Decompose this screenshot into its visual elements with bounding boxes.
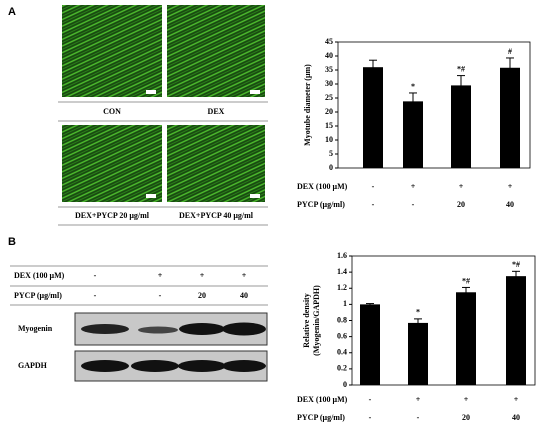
y-tick-label: 35: [325, 65, 333, 74]
y-tick-label: 0.2: [337, 364, 347, 373]
y-tick-label: 30: [325, 79, 333, 88]
condition-value: +: [459, 182, 464, 191]
bar: [363, 67, 383, 168]
condition-value: -: [369, 395, 372, 404]
band: [131, 360, 179, 372]
y-tick-label: 0.8: [337, 315, 347, 324]
caption: DEX: [208, 107, 225, 116]
condition-value: -: [159, 291, 162, 300]
band: [222, 360, 266, 372]
band: [81, 360, 129, 372]
scale-bar: [146, 194, 156, 198]
annotation: #: [508, 47, 512, 56]
condition-value: +: [200, 271, 205, 280]
y-tick-label: 0.4: [337, 348, 347, 357]
condition-value: -: [372, 182, 375, 191]
y-tick-label: 1: [343, 299, 347, 308]
condition-value: +: [411, 182, 416, 191]
condition-value: +: [464, 395, 469, 404]
condition-label: DEX (100 μM): [297, 182, 348, 191]
condition-value: -: [412, 200, 415, 209]
bar: [408, 322, 428, 385]
condition-label: DEX (100 μM): [297, 395, 348, 404]
bar: [403, 101, 423, 168]
panel-label: A: [8, 6, 16, 18]
condition-label: PYCP (μg/ml): [297, 200, 345, 209]
bar: [456, 292, 476, 385]
plot-frame: [337, 41, 531, 169]
condition-value: -: [94, 271, 97, 280]
band: [138, 326, 178, 334]
caption: CON: [103, 107, 121, 116]
bar: [360, 304, 380, 385]
y-tick-label: 5: [329, 149, 333, 158]
condition-value: +: [514, 395, 519, 404]
y-tick-label: 1.6: [337, 251, 347, 260]
band: [178, 360, 226, 372]
annotation: *#: [457, 64, 465, 73]
y-axis-label: Myotube diameter (μm): [303, 64, 312, 146]
y-tick-label: 0: [329, 163, 333, 172]
condition-label: PYCP (μg/ml): [297, 413, 345, 422]
scale-bar: [250, 90, 260, 94]
y-tick-label: 45: [325, 37, 333, 46]
condition-value: 20: [462, 413, 470, 422]
y-tick-label: 0: [343, 380, 347, 389]
micrograph: [62, 5, 162, 97]
condition-value: 40: [512, 413, 520, 422]
y-tick-label: 1.4: [337, 267, 347, 276]
annotation: *#: [512, 260, 520, 269]
scale-bar: [146, 90, 156, 94]
blot: [74, 312, 268, 382]
scale-bar: [250, 194, 260, 198]
condition-value: 20: [457, 200, 465, 209]
y-tick-label: 15: [325, 121, 333, 130]
condition-value: 40: [240, 291, 248, 300]
condition-value: -: [417, 413, 420, 422]
condition-value: +: [416, 395, 421, 404]
band-label: GAPDH: [18, 361, 48, 370]
micrographs: [62, 5, 265, 202]
caption: DEX+PYCP 40 μg/ml: [179, 211, 254, 220]
condition-value: 40: [506, 200, 514, 209]
bar: [506, 276, 526, 385]
micrograph: [167, 125, 265, 202]
band: [179, 323, 225, 335]
y-tick-label: 20: [325, 107, 333, 116]
y-tick-label: 1.2: [337, 283, 347, 292]
condition-label: PYCP (μg/ml): [14, 291, 62, 300]
annotation: *: [411, 82, 415, 91]
condition-value: -: [372, 200, 375, 209]
micrograph: [167, 5, 265, 97]
annotation: *: [416, 308, 420, 317]
y-tick-label: 25: [325, 93, 333, 102]
condition-label: DEX (100 μM): [14, 271, 65, 280]
condition-value: +: [242, 271, 247, 280]
panel-label: B: [8, 236, 16, 248]
bar: [451, 85, 471, 168]
band: [222, 322, 266, 336]
bar: [500, 67, 520, 168]
band: [81, 324, 129, 334]
band-label: Myogenin: [18, 324, 53, 333]
condition-value: +: [158, 271, 163, 280]
micrograph: [62, 125, 162, 202]
condition-value: +: [508, 182, 513, 191]
y-tick-label: 0.6: [337, 331, 347, 340]
y-tick-label: 10: [325, 135, 333, 144]
caption: DEX+PYCP 20 μg/ml: [75, 211, 150, 220]
y-axis-label: Relative density: [302, 293, 311, 347]
annotation: *#: [462, 276, 470, 285]
y-axis-label: (Myogenin/GAPDH): [312, 285, 321, 356]
condition-value: 20: [198, 291, 206, 300]
condition-value: -: [94, 291, 97, 300]
y-tick-label: 40: [325, 51, 333, 60]
condition-value: -: [369, 413, 372, 422]
